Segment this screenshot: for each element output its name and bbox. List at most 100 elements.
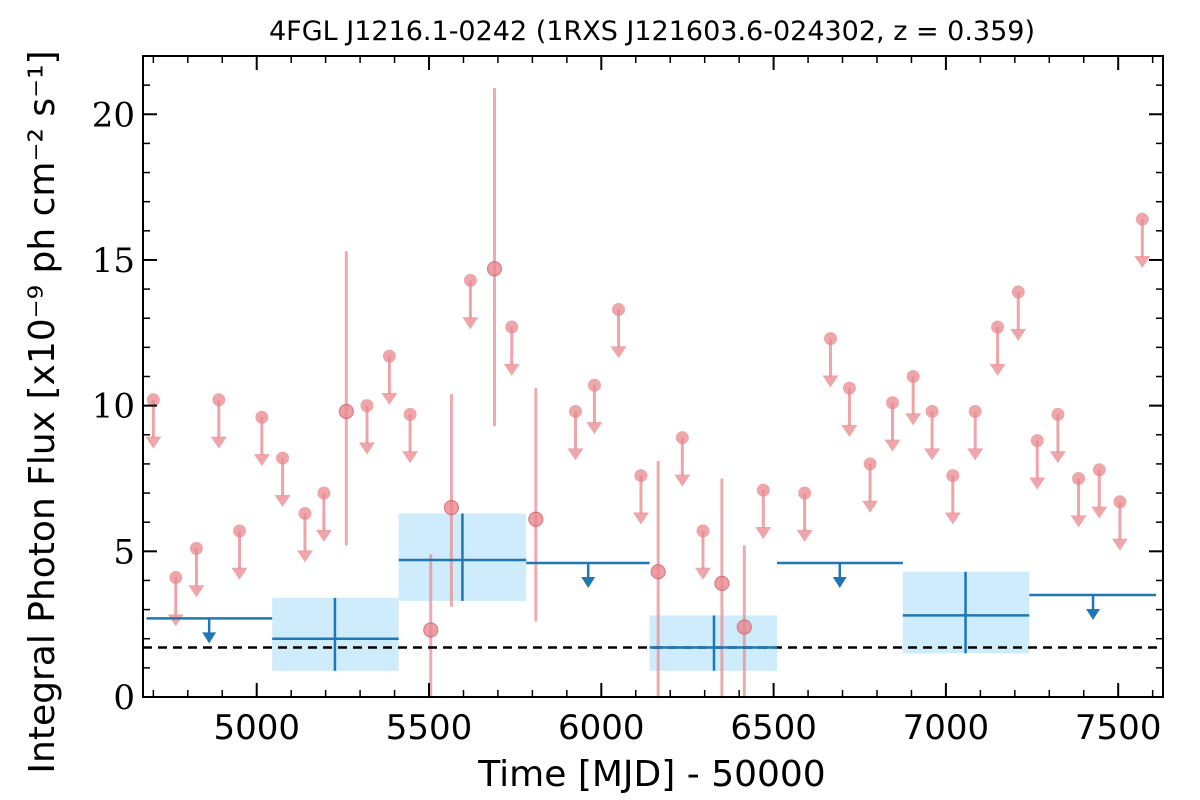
y-axis-title: Integral Photon Flux [x10⁻⁹ ph cm⁻² s⁻¹]: [22, 50, 63, 773]
short-upper-limit-arrow: [210, 436, 227, 449]
short-upper-limit-point: [505, 320, 519, 334]
long-upper-limit-arrow: [832, 576, 847, 588]
x-tick-label: 5000: [213, 708, 300, 748]
short-upper-limit-point: [587, 378, 601, 392]
short-upper-limit-arrow: [610, 346, 627, 359]
short-upper-limit-point: [1051, 407, 1065, 421]
short-upper-limit-point: [612, 302, 626, 316]
short-upper-limit-arrow: [503, 363, 520, 376]
short-upper-limit-arrow: [905, 413, 922, 426]
short-upper-limit-point: [1072, 471, 1086, 485]
short-upper-limit-point: [403, 407, 417, 421]
short-upper-limit-arrow: [884, 439, 901, 452]
short-upper-limit-arrow: [674, 474, 691, 487]
y-tick-label: 10: [92, 387, 135, 427]
short-upper-limit-point: [169, 571, 183, 585]
long-upper-limit-arrow: [1086, 609, 1101, 621]
short-upper-limit-arrow: [1070, 515, 1087, 528]
short-upper-limit-point: [276, 451, 290, 465]
short-upper-limit-arrow: [167, 614, 184, 627]
short-upper-limit-point: [863, 457, 877, 471]
short-upper-limit-point: [798, 486, 812, 500]
short-upper-limit-arrow: [231, 567, 248, 580]
short-upper-limit-point: [1011, 285, 1025, 299]
short-upper-limit-arrow: [1049, 451, 1066, 464]
short-upper-limit-arrow: [822, 375, 839, 388]
short-upper-limit-point: [360, 399, 374, 413]
short-upper-limit-arrow: [145, 436, 162, 449]
short-upper-limit-arrow: [694, 567, 711, 580]
short-upper-limit-arrow: [967, 448, 984, 461]
short-upper-limit-arrow: [862, 500, 879, 513]
short-upper-limit-arrow: [1134, 256, 1151, 269]
short-detection-point: [714, 575, 730, 591]
long-upper-limit-arrow: [202, 632, 217, 644]
short-upper-limit-arrow: [1010, 328, 1027, 341]
short-upper-limit-point: [696, 524, 710, 538]
short-upper-limit-point: [1135, 212, 1149, 226]
short-upper-limit-point: [634, 469, 648, 483]
short-upper-limit-point: [925, 404, 939, 418]
short-upper-limit-point: [946, 469, 960, 483]
short-detection-point: [486, 261, 503, 277]
short-upper-limit-point: [906, 370, 920, 383]
short-upper-limit-point: [212, 393, 226, 407]
plot-marks: [143, 88, 1163, 697]
short-upper-limit-arrow: [402, 451, 419, 464]
short-upper-limit-point: [756, 483, 770, 497]
y-tick-label: 0: [113, 678, 135, 718]
y-tick-label: 20: [92, 95, 135, 135]
short-upper-limit-point: [991, 320, 1005, 334]
short-upper-limit-point: [568, 404, 582, 418]
y-tick-label: 5: [113, 532, 135, 572]
short-upper-limit-point: [382, 349, 396, 363]
short-upper-limit-arrow: [253, 454, 270, 467]
x-tick-label: 7500: [1075, 708, 1162, 748]
x-tick-label: 6000: [558, 708, 645, 748]
short-upper-limit-point: [255, 410, 269, 424]
short-upper-limit-arrow: [296, 550, 313, 563]
short-upper-limit-point: [968, 404, 982, 418]
short-detection-point: [650, 564, 666, 580]
short-upper-limit-point: [842, 381, 856, 395]
short-upper-limit-point: [298, 506, 312, 520]
short-upper-limit-arrow: [989, 363, 1006, 376]
short-upper-limit-point: [232, 524, 246, 538]
short-upper-limit-arrow: [381, 392, 398, 405]
short-upper-limit-arrow: [944, 512, 961, 525]
short-upper-limit-arrow: [462, 317, 479, 330]
short-upper-limit-arrow: [841, 425, 858, 438]
short-upper-limit-arrow: [1111, 538, 1128, 551]
short-upper-limit-arrow: [632, 512, 649, 525]
short-detection-point: [423, 622, 439, 638]
short-upper-limit-arrow: [755, 527, 772, 540]
short-upper-limit-arrow: [358, 442, 375, 455]
short-upper-limit-arrow: [1029, 477, 1046, 490]
short-upper-limit-arrow: [188, 585, 205, 598]
short-upper-limit-point: [189, 541, 203, 555]
short-upper-limit-point: [675, 431, 689, 445]
short-detection-point: [338, 403, 354, 420]
x-tick-label: 6500: [730, 708, 817, 748]
short-upper-limit-arrow: [796, 529, 813, 542]
plot-area: [143, 88, 1163, 697]
short-upper-limit-point: [1092, 463, 1106, 477]
short-upper-limit-point: [885, 396, 899, 410]
short-upper-limit-arrow: [315, 529, 332, 542]
short-upper-limit-point: [1030, 434, 1044, 448]
short-detection-point: [443, 500, 460, 516]
short-upper-limit-arrow: [567, 448, 584, 461]
short-upper-limit-point: [146, 393, 160, 407]
short-upper-limit-arrow: [586, 422, 603, 435]
short-upper-limit-point: [463, 273, 477, 287]
short-upper-limit-arrow: [1091, 506, 1108, 519]
short-upper-limit-point: [317, 486, 331, 500]
chart-title: 4FGL J1216.1-0242 (1RXS J121603.6-024302…: [269, 16, 1035, 47]
short-detection-point: [528, 511, 544, 527]
short-upper-limit-arrow: [924, 448, 941, 461]
axes: 5000 5500 6000 6500 7000 7500 0 5 10 15 20: [92, 55, 1164, 748]
x-tick-label: 7000: [903, 708, 990, 748]
short-detection-point: [736, 619, 752, 635]
short-upper-limit-arrow: [274, 494, 291, 507]
